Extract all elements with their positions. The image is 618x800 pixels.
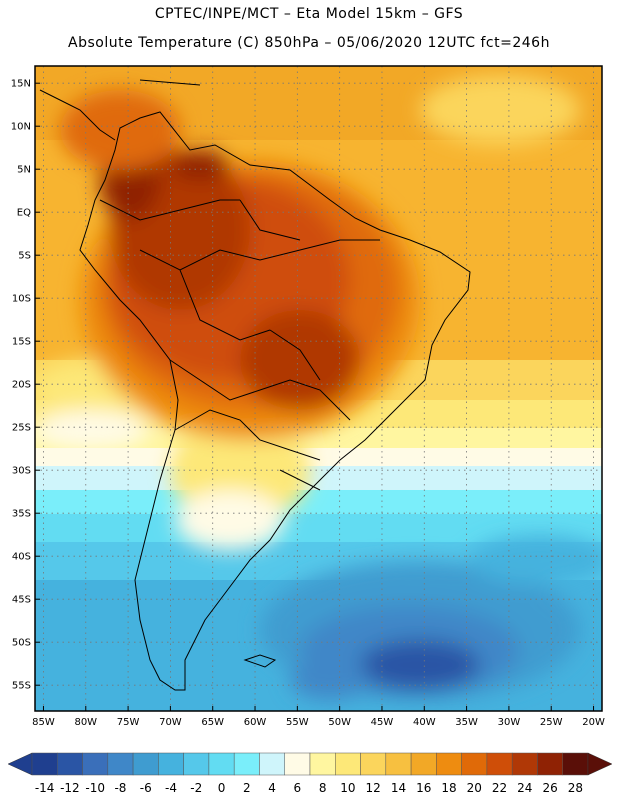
colorbar-label: 18	[441, 781, 456, 795]
colorbar-label: 14	[391, 781, 406, 795]
colorbar-low-arrow	[7, 752, 33, 776]
longitude-tick-label: 80W	[74, 717, 97, 728]
colorbar-label: -12	[60, 781, 80, 795]
colorbar-label: 28	[568, 781, 583, 795]
latitude-tick-label: 5S	[18, 251, 31, 262]
latitude-tick-label: 25S	[12, 423, 31, 434]
latitude-tick-label: 10N	[11, 122, 31, 133]
longitude-tick-label: 30W	[498, 717, 521, 728]
colorbar-swatch	[385, 752, 412, 776]
temperature-field	[35, 66, 602, 711]
latitude-tick-label: 30S	[12, 466, 31, 477]
colorbar-swatch	[82, 752, 109, 776]
longitude-tick-label: 85W	[32, 717, 55, 728]
latitude-tick-label: 45S	[12, 595, 31, 606]
colorbar-label: 2	[243, 781, 251, 795]
colorbar-label: 4	[268, 781, 276, 795]
latitude-tick-label: 20S	[12, 380, 31, 391]
colorbar-swatch	[537, 752, 563, 776]
colorbar-label: 20	[467, 781, 482, 795]
colorbar-label: -10	[85, 781, 105, 795]
colorbar-label: 22	[492, 781, 507, 795]
map-title: CPTEC/INPE/MCT – Eta Model 15km – GFS	[154, 6, 464, 22]
plot-frame	[34, 65, 603, 712]
latitude-tick-label: 10S	[12, 294, 31, 305]
colorbar-label: -8	[114, 781, 126, 795]
longitude-axis: 85W 80W 75W 70W 65W 60W 55W 50W 45W 40W 35W 30W 25W 2…	[32, 706, 605, 728]
colorbar-swatch	[158, 752, 184, 776]
latitude-tick-label: 55S	[12, 681, 31, 692]
longitude-tick-label: 75W	[117, 717, 140, 728]
colorbar-swatch	[562, 752, 589, 776]
latitude-tick-label: EQ	[17, 208, 31, 219]
longitude-tick-label: 60W	[244, 717, 267, 728]
latitude-tick-label: 40S	[12, 552, 31, 563]
colorbar-swatch	[511, 752, 538, 776]
longitude-tick-label: 50W	[328, 717, 351, 728]
colorbar-label: -4	[165, 781, 177, 795]
graticule	[35, 66, 602, 711]
longitude-tick-label: 35W	[455, 717, 478, 728]
colorbar-label: -14	[35, 781, 55, 795]
colorbar-high-arrow	[587, 752, 613, 776]
colorbar-swatch	[436, 752, 462, 776]
colorbar-swatch	[208, 752, 235, 776]
longitude-tick-label: 45W	[371, 717, 394, 728]
colorbar-swatch	[360, 752, 387, 776]
colorbar-swatch	[259, 752, 285, 776]
longitude-tick-label: 55W	[286, 717, 309, 728]
latitude-tick-label: 50S	[12, 638, 31, 649]
colorbar-label: 10	[340, 781, 355, 795]
colorbar-swatch	[183, 752, 210, 776]
longitude-tick-label: 65W	[201, 717, 224, 728]
colorbar-swatch	[335, 752, 361, 776]
colorbar-swatch	[132, 752, 159, 776]
colorbar-label: 26	[542, 781, 557, 795]
colorbar-label: 0	[218, 781, 226, 795]
latitude-tick-label: 35S	[12, 509, 31, 520]
colorbar-label: -6	[140, 781, 152, 795]
colorbar-swatch	[486, 752, 513, 776]
longitude-tick-label: 20W	[582, 717, 605, 728]
colorbar-swatch	[31, 752, 58, 776]
colorbar-label: 24	[517, 781, 532, 795]
colorbar-label: 6	[294, 781, 302, 795]
colorbar-swatch	[107, 752, 134, 776]
colorbar-swatch	[284, 752, 311, 776]
colorbar-swatch	[410, 752, 437, 776]
map-subtitle: Absolute Temperature (C) 850hPa – 05/06/…	[68, 35, 550, 51]
latitude-axis: 15N 10N 5N EQ 5S 10S 15S 20S 25S 30S 35S 40S 45S 50S 5…	[11, 79, 40, 692]
colorbar-swatch	[461, 752, 488, 776]
colorbar-swatch	[309, 752, 336, 776]
longitude-tick-label: 40W	[413, 717, 436, 728]
latitude-tick-label: 15S	[12, 337, 31, 348]
longitude-tick-label: 25W	[540, 717, 563, 728]
colorbar: -14 -12 -10 -8 -6 -4 -2 0 2 4 6 8 10 12 14 16 18 20 22 24 26…	[7, 752, 613, 795]
colorbar-label: 12	[366, 781, 381, 795]
longitude-tick-label: 70W	[159, 717, 182, 728]
colorbar-label: 16	[416, 781, 431, 795]
latitude-tick-label: 5N	[17, 165, 31, 176]
colorbar-label: 8	[319, 781, 327, 795]
colorbar-swatch	[57, 752, 83, 776]
latitude-tick-label: 15N	[11, 79, 31, 90]
coastlines	[39, 79, 471, 691]
colorbar-swatch	[233, 752, 260, 776]
colorbar-label: -2	[190, 781, 202, 795]
